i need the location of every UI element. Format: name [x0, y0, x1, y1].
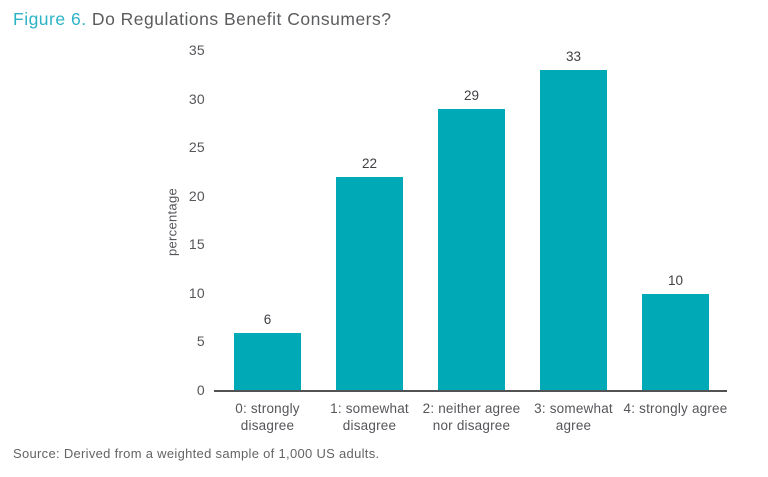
- y-tick-label: 30: [188, 90, 205, 107]
- y-tick-label: 15: [188, 236, 205, 253]
- y-tick-label: 10: [188, 284, 205, 301]
- bar: [540, 70, 607, 391]
- figure-title-text: Do Regulations Benefit Consumers?: [86, 9, 392, 29]
- bar: [438, 109, 505, 391]
- bar: [336, 177, 403, 391]
- y-tick-label: 25: [188, 139, 205, 156]
- x-tick-label: 1: somewhat disagree: [330, 401, 409, 433]
- bar-value-label: 10: [667, 272, 684, 288]
- y-tick-label: 0: [196, 382, 205, 398]
- figure-title: Figure 6. Do Regulations Benefit Consume…: [13, 9, 392, 30]
- x-tick-label: 4: strongly agree: [623, 401, 728, 416]
- bar-value-label: 6: [263, 311, 272, 327]
- bar-value-label: 33: [565, 49, 582, 65]
- source-note: Source: Derived from a weighted sample o…: [13, 446, 380, 461]
- y-tick-label: 20: [188, 187, 205, 204]
- y-tick-label: 35: [188, 42, 205, 58]
- x-tick-label: 2: neither agree nor disagree: [422, 401, 521, 433]
- bar-value-label: 29: [463, 88, 480, 104]
- bar: [234, 332, 301, 391]
- bar-value-label: 22: [361, 156, 378, 172]
- y-tick-label: 5: [196, 333, 205, 350]
- x-tick-label: 0: strongly disagree: [235, 401, 300, 433]
- figure-number-label: Figure 6.: [13, 9, 87, 29]
- x-tick-label: 3: somewhat agree: [534, 401, 613, 433]
- x-axis-line: [214, 390, 727, 392]
- bar: [642, 293, 709, 391]
